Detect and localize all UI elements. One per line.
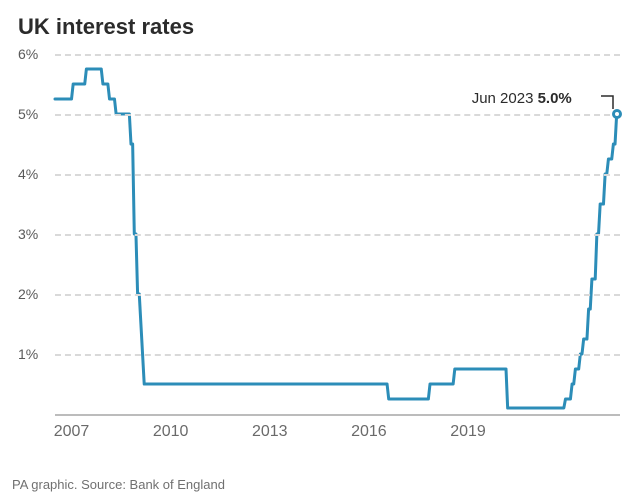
y-axis-label: 5% bbox=[18, 106, 38, 122]
chart-area: 1% 2% 3% 4% 5% 6% 2007 2010 2013 2016 2019 Jun 20… bbox=[0, 48, 640, 458]
x-axis-label: 2019 bbox=[450, 423, 486, 441]
y-axis-label: 1% bbox=[18, 346, 38, 362]
x-axis-label: 2010 bbox=[153, 423, 189, 441]
y-axis-label: 2% bbox=[18, 286, 38, 302]
x-axis-label: 2016 bbox=[351, 423, 387, 441]
annotation-label: Jun 2023 5.0% bbox=[472, 90, 572, 107]
chart-title: UK interest rates bbox=[18, 14, 194, 40]
y-axis-label: 3% bbox=[18, 226, 38, 242]
x-axis-baseline bbox=[55, 414, 620, 416]
y-axis-label: 4% bbox=[18, 166, 38, 182]
gridline bbox=[55, 234, 620, 236]
footer-text: PA graphic. Source: Bank of England bbox=[12, 477, 225, 492]
gridline bbox=[55, 294, 620, 296]
line-svg bbox=[0, 48, 640, 458]
gridline bbox=[55, 174, 620, 176]
annotation-prefix: Jun 2023 bbox=[472, 90, 538, 107]
x-axis-label: 2007 bbox=[54, 423, 90, 441]
x-axis-label: 2013 bbox=[252, 423, 288, 441]
annotation-bracket bbox=[599, 94, 629, 114]
gridline bbox=[55, 54, 620, 56]
gridline bbox=[55, 114, 620, 116]
y-axis-label: 6% bbox=[18, 46, 38, 62]
gridline bbox=[55, 354, 620, 356]
annotation-value: 5.0% bbox=[538, 90, 572, 107]
